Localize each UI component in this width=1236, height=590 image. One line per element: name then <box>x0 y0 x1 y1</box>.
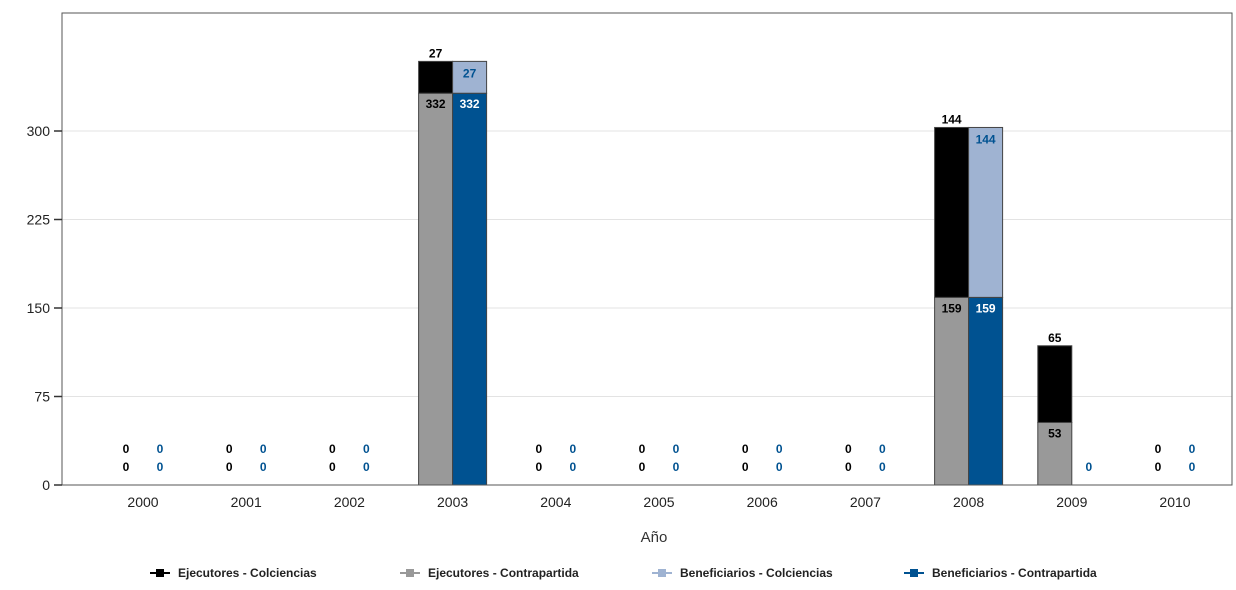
bar-ejecutores-contrapartida <box>418 92 454 486</box>
data-label: 0 <box>363 442 370 456</box>
data-label: 0 <box>1155 460 1162 474</box>
data-label: 0 <box>226 460 233 474</box>
data-label: 27 <box>429 46 443 60</box>
legend-label: Ejecutores - Colciencias <box>178 566 317 580</box>
bar-beneficiarios-contrapartida <box>452 92 488 486</box>
data-label: 0 <box>776 460 783 474</box>
legend-item: Ejecutores - Colciencias <box>150 566 317 580</box>
legend-label: Beneficiarios - Contrapartida <box>932 566 1097 580</box>
data-label: 0 <box>742 442 749 456</box>
data-label: 0 <box>123 460 130 474</box>
x-tick-label: 2001 <box>231 494 262 510</box>
y-tick-label: 150 <box>27 300 51 316</box>
data-label: 0 <box>673 442 680 456</box>
data-label: 0 <box>260 442 267 456</box>
legend: Ejecutores - Colciencias Ejecutores - Con… <box>0 566 1236 588</box>
legend-swatch <box>150 567 170 579</box>
data-label: 0 <box>845 442 852 456</box>
x-tick-label: 2003 <box>437 494 468 510</box>
bar-ejecutores-colciencias <box>934 126 970 298</box>
data-label: 0 <box>639 442 646 456</box>
data-label: 27 <box>463 66 477 80</box>
data-label: 0 <box>639 460 646 474</box>
bar-ejecutores-colciencias <box>418 60 454 94</box>
bar-ejecutores-contrapartida <box>934 296 970 486</box>
x-axis-label: Año <box>641 529 668 546</box>
data-label: 159 <box>976 301 996 315</box>
x-tick-label: 2004 <box>540 494 571 510</box>
data-label: 0 <box>569 442 576 456</box>
data-label: 332 <box>460 97 480 111</box>
data-label: 332 <box>426 97 446 111</box>
legend-item: Ejecutores - Contrapartida <box>400 566 579 580</box>
legend-label: Ejecutores - Contrapartida <box>428 566 579 580</box>
y-tick-label: 225 <box>27 212 51 228</box>
x-tick-label: 2008 <box>953 494 984 510</box>
data-label: 0 <box>1155 442 1162 456</box>
data-label: 53 <box>1048 426 1062 440</box>
legend-swatch <box>652 567 672 579</box>
legend-label: Beneficiarios - Colciencias <box>680 566 833 580</box>
x-tick-label: 2006 <box>747 494 778 510</box>
data-label: 0 <box>1189 442 1196 456</box>
y-tick-label: 75 <box>34 389 50 405</box>
bar-beneficiarios-colciencias <box>452 60 488 94</box>
data-label: 0 <box>879 460 886 474</box>
legend-swatch <box>904 567 924 579</box>
data-labels: 0 0 0 0 0 0 0 0 0 0 0 0 332 27 332 27 0 0 0 0 0 0 0 0 0 0 0 0 0 0 0 0 15… <box>123 46 1196 474</box>
bar-beneficiarios-contrapartida <box>968 296 1004 486</box>
data-label: 0 <box>123 442 130 456</box>
y-tick-label: 0 <box>42 477 50 493</box>
bar-ejecutores-colciencias <box>1037 345 1073 423</box>
data-label: 0 <box>1085 460 1092 474</box>
data-label: 0 <box>260 460 267 474</box>
data-label: 0 <box>1189 460 1196 474</box>
data-label: 0 <box>879 442 886 456</box>
legend-item: Beneficiarios - Contrapartida <box>904 566 1097 580</box>
data-label: 0 <box>329 442 336 456</box>
x-tick-label: 2010 <box>1159 494 1190 510</box>
data-label: 144 <box>976 132 996 146</box>
data-label: 0 <box>845 460 852 474</box>
bars <box>418 60 1073 486</box>
data-label: 0 <box>742 460 749 474</box>
x-tick-label: 2002 <box>334 494 365 510</box>
data-label: 0 <box>226 442 233 456</box>
data-label: 0 <box>157 460 164 474</box>
bar-beneficiarios-colciencias <box>968 126 1004 298</box>
legend-item: Beneficiarios - Colciencias <box>652 566 833 580</box>
data-label: 0 <box>535 442 542 456</box>
data-label: 0 <box>776 442 783 456</box>
gridlines <box>62 130 1232 397</box>
data-label: 0 <box>363 460 370 474</box>
data-label: 0 <box>569 460 576 474</box>
legend-swatch <box>400 567 420 579</box>
data-label: 0 <box>673 460 680 474</box>
x-tick-label: 2007 <box>850 494 881 510</box>
data-label: 0 <box>157 442 164 456</box>
chart: 0 75 150 225 300 2000 2001 2002 2003 2004 2005 2006… <box>27 12 1233 546</box>
data-label: 0 <box>329 460 336 474</box>
data-label: 65 <box>1048 331 1062 345</box>
data-label: 144 <box>942 112 962 126</box>
plot-frame <box>61 12 1233 486</box>
x-tick-label: 2000 <box>127 494 158 510</box>
x-tick-label: 2005 <box>643 494 674 510</box>
data-label: 159 <box>942 301 962 315</box>
y-tick-label: 300 <box>27 123 51 139</box>
data-label: 0 <box>535 460 542 474</box>
x-tick-label: 2009 <box>1056 494 1087 510</box>
axes: 0 75 150 225 300 2000 2001 2002 2003 2004 2005 2006… <box>27 12 1233 510</box>
